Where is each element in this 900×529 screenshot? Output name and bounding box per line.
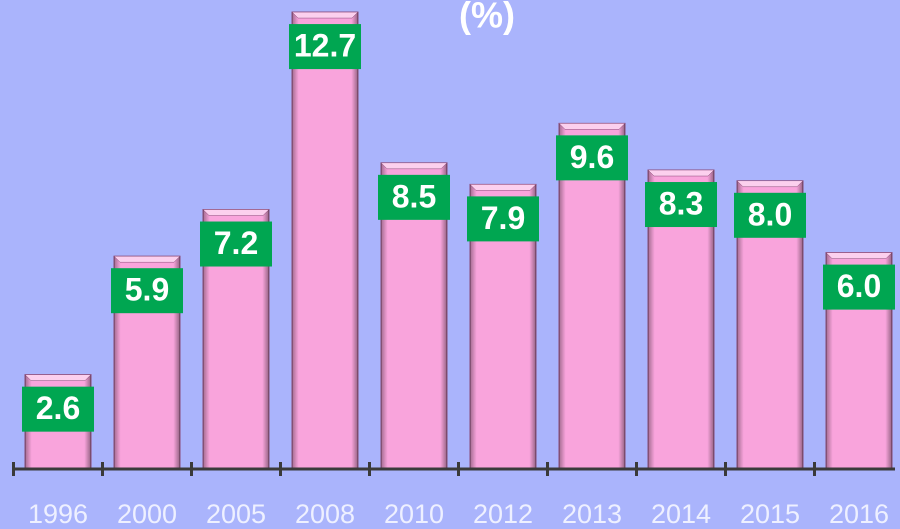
data-label: 8.5 [392, 178, 436, 214]
bar-bevel [291, 11, 359, 19]
data-label-box [645, 182, 717, 228]
data-label: 5.9 [125, 272, 169, 308]
x-tick-label: 2013 [562, 499, 622, 529]
data-label: 8.3 [659, 185, 703, 221]
bar-bevel [202, 209, 270, 216]
bar-bevel [469, 184, 537, 191]
data-label: 6.0 [837, 268, 881, 304]
data-label-box [111, 268, 183, 314]
data-label-box [823, 264, 895, 310]
data-label: 12.7 [294, 28, 356, 64]
x-tick-label: 2008 [295, 499, 355, 529]
data-label: 7.2 [214, 225, 258, 261]
chart-title: (%) [459, 0, 515, 36]
bar-bevel [736, 180, 804, 188]
data-label-box [734, 192, 806, 238]
data-label: 8.0 [748, 196, 792, 232]
x-tick-label: 1996 [28, 499, 88, 529]
bar-bevel [825, 252, 893, 259]
data-label-box [556, 135, 628, 181]
bar-shade [292, 12, 358, 468]
x-tick-label: 2016 [829, 499, 889, 529]
bar-bevel [24, 374, 92, 381]
bar-bevel [380, 162, 448, 170]
data-label-box [22, 386, 94, 432]
x-tick-label: 2015 [740, 499, 800, 529]
bar-bevel [647, 169, 715, 177]
data-label: 9.6 [570, 139, 614, 175]
bar-shade [559, 123, 625, 469]
data-label: 2.6 [36, 390, 80, 426]
data-label-box [200, 221, 272, 267]
x-tick-label: 2012 [473, 499, 533, 529]
x-tick-label: 2000 [117, 499, 177, 529]
data-label-box [467, 196, 539, 242]
data-label-box [378, 174, 450, 220]
bar-bevel [558, 123, 626, 130]
x-tick-label: 2014 [651, 499, 711, 529]
bar-bevel [113, 255, 181, 263]
data-label: 7.9 [481, 200, 525, 236]
data-label-box [289, 24, 361, 70]
x-tick-label: 2005 [206, 499, 266, 529]
x-tick-label: 2010 [384, 499, 444, 529]
